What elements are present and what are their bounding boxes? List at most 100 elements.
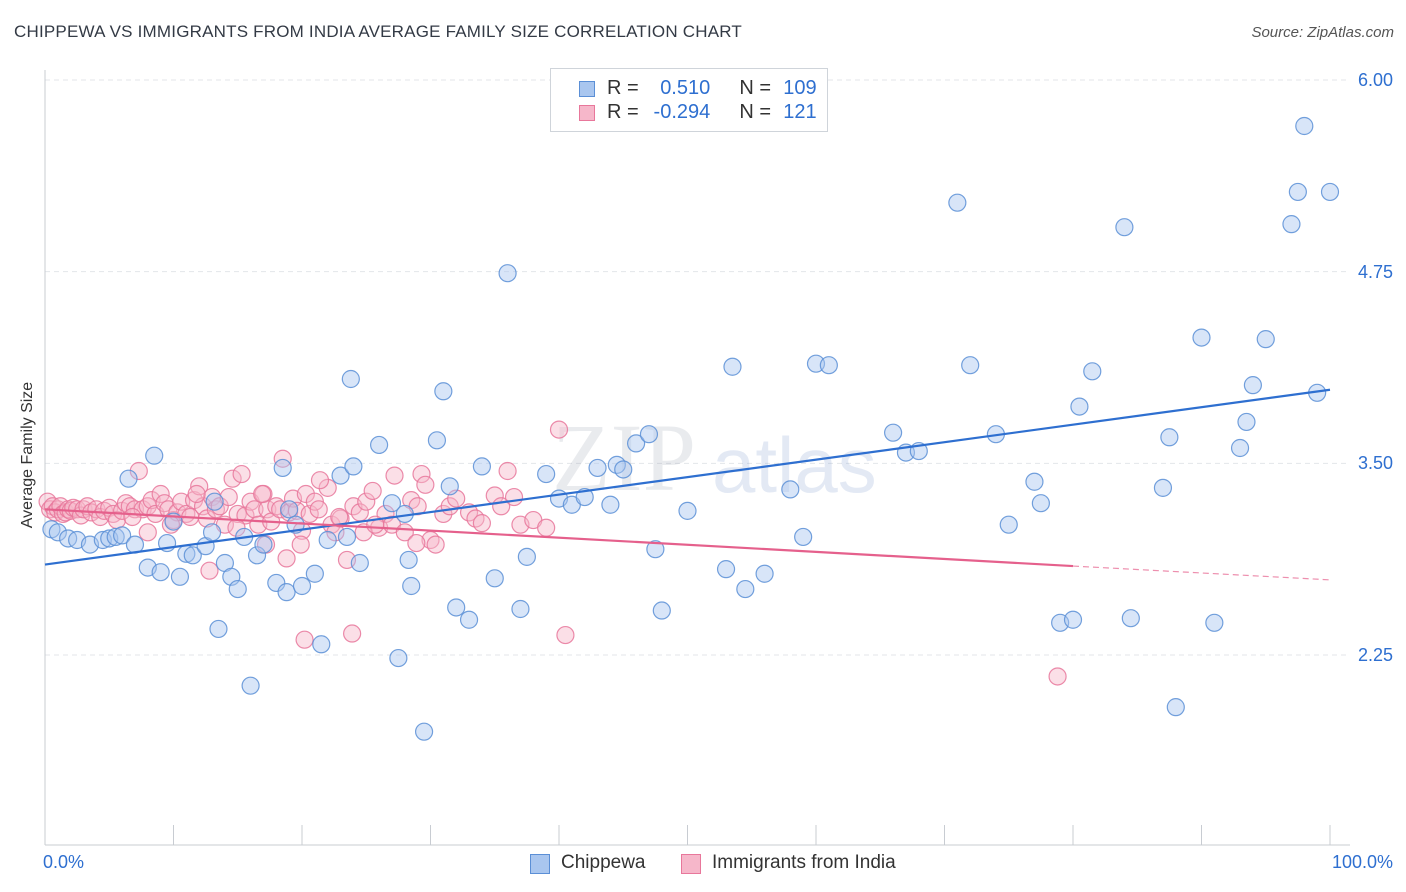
data-point [277, 549, 296, 568]
data-point [472, 514, 491, 533]
y-tick-label: 3.50 [1357, 453, 1393, 474]
watermark-atlas: atlas [712, 421, 877, 509]
data-point [575, 487, 594, 507]
y-tick-label: 4.75 [1357, 261, 1393, 282]
data-point [427, 431, 447, 450]
data-point [295, 630, 314, 649]
chippewa-legend-label: Chippewa [561, 852, 646, 873]
data-point [407, 533, 426, 553]
data-point [426, 535, 445, 554]
data-point [205, 492, 224, 511]
data-point [1288, 182, 1307, 202]
data-point [1048, 667, 1067, 686]
data-point [200, 561, 219, 580]
data-point [678, 501, 697, 520]
data-point [331, 466, 350, 485]
data-point [498, 461, 517, 481]
data-point [310, 471, 330, 490]
chippewa-legend-swatch [530, 854, 550, 874]
data-point [504, 487, 524, 507]
x-tick-label-left: 0.0% [43, 852, 85, 872]
data-point [292, 576, 312, 596]
legend-r-value: -0.294 [653, 101, 711, 123]
data-point [343, 624, 362, 643]
stats-legend: R = 0.510 N = 109 R = -0.294 N = 121 [550, 68, 828, 132]
data-point [556, 625, 575, 645]
data-point [232, 464, 251, 484]
data-point [223, 469, 242, 488]
data-point [1205, 613, 1224, 632]
data-point [277, 583, 296, 602]
data-point [253, 484, 272, 504]
source-label: Source: ZipAtlas.com [1251, 24, 1394, 41]
data-point [1237, 412, 1256, 432]
data-point [614, 460, 633, 479]
data-point [819, 356, 838, 375]
data-point [1063, 610, 1083, 629]
data-point [280, 500, 299, 519]
data-point [385, 466, 404, 485]
data-point [517, 547, 536, 566]
data-point [588, 458, 607, 478]
data-point [999, 515, 1018, 534]
data-point [151, 484, 170, 504]
watermark-zip: ZIP [552, 404, 696, 511]
data-point [273, 458, 292, 478]
data-point [1121, 609, 1140, 628]
data-point [498, 264, 517, 283]
data-point [344, 457, 363, 476]
data-point [183, 546, 202, 565]
data-point [639, 425, 659, 444]
data-point [202, 523, 222, 542]
data-point [447, 598, 466, 617]
data-point [337, 527, 357, 547]
data-point [1025, 472, 1044, 491]
data-point [399, 550, 418, 570]
data-point [187, 484, 206, 504]
legend-r-label: R = [607, 77, 639, 99]
data-point [382, 494, 402, 513]
data-point [736, 579, 755, 599]
data-point [1083, 362, 1102, 381]
data-point [626, 434, 646, 453]
data-point [961, 356, 980, 375]
data-point [318, 530, 337, 550]
data-point [326, 523, 345, 542]
legend-r-value: 0.510 [660, 77, 711, 99]
data-point [402, 576, 421, 596]
data-point [170, 567, 190, 586]
chart-title: CHIPPEWA VS IMMIGRANTS FROM INDIA AVERAG… [14, 22, 743, 41]
x-tick-label-right: 100.0% [1331, 852, 1393, 872]
data-point [106, 527, 125, 547]
data-point [209, 619, 228, 639]
data-point [228, 579, 247, 599]
data-point [357, 492, 376, 511]
legend-n-label: N = [739, 77, 772, 99]
grid-lines [45, 79, 1350, 656]
data-point [1320, 182, 1340, 202]
data-point [219, 487, 238, 507]
data-point [1243, 376, 1263, 395]
legend-r-label: R = [607, 101, 639, 123]
data-point [145, 446, 164, 465]
data-point [652, 601, 671, 620]
data-point [123, 507, 142, 527]
data-point [794, 527, 813, 547]
data-point [245, 500, 264, 519]
y-axis-label: Average Family Size [19, 381, 36, 529]
india-legend-swatch [681, 854, 701, 874]
data-point [370, 435, 389, 455]
data-point [416, 475, 435, 494]
data-point [273, 449, 292, 468]
axes [44, 70, 1350, 846]
data-point [247, 546, 267, 565]
data-point [607, 455, 626, 474]
legend-n-label: N = [739, 101, 772, 123]
data-point [948, 193, 967, 212]
data-point [291, 535, 310, 554]
data-point [312, 635, 331, 654]
data-point [434, 382, 453, 401]
data-point [59, 529, 78, 548]
legend-n-value: 109 [783, 77, 817, 99]
